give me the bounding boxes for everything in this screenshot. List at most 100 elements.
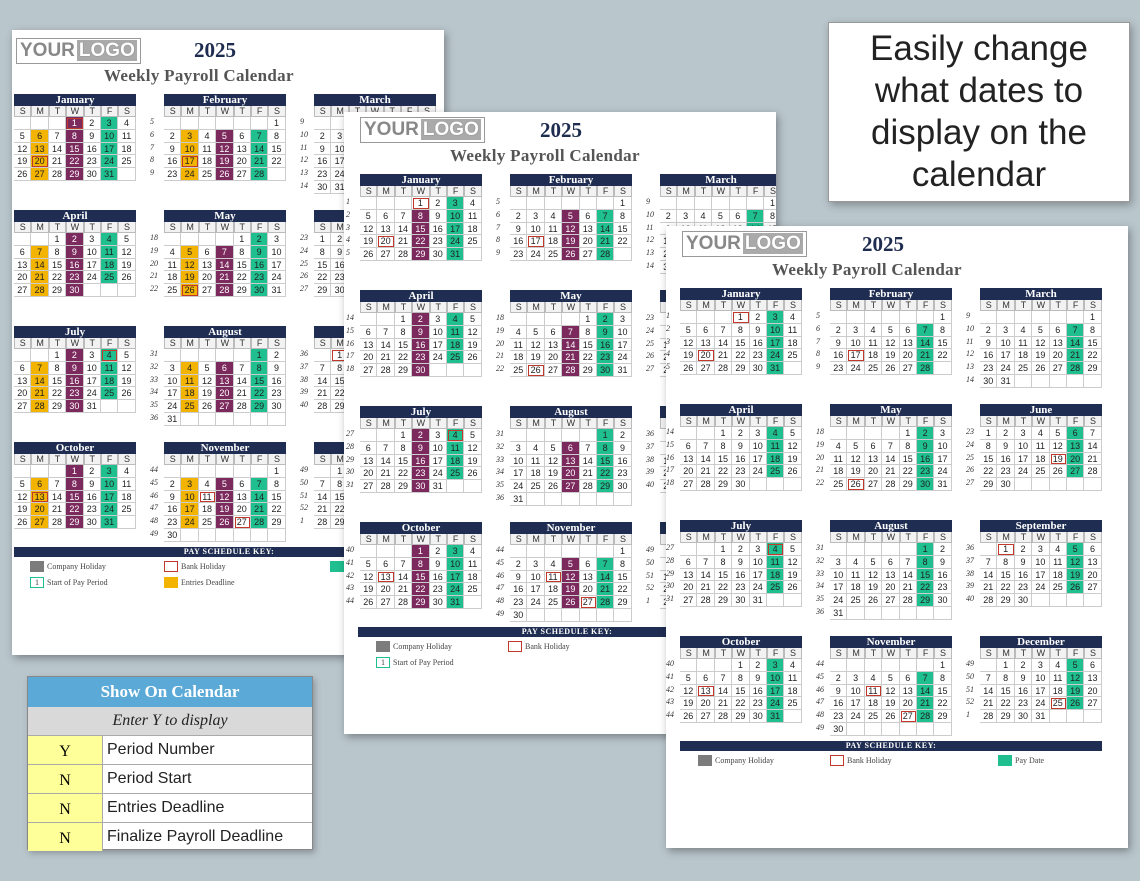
month-august: August S M T W T F S 1 2 3 4 5 6 7 8 9 10 11 12 13 14 15 16 17 18… bbox=[150, 326, 286, 426]
day-cell: 8 bbox=[394, 441, 413, 455]
day-cell: 6 bbox=[680, 439, 698, 453]
day-cell: 20 bbox=[233, 155, 251, 169]
weekday-header: T bbox=[429, 534, 447, 545]
day-cell: 31 bbox=[100, 168, 119, 181]
day-cell: 8 bbox=[732, 671, 750, 685]
day-cell: 9 bbox=[412, 325, 430, 339]
day-cell: 19 bbox=[784, 568, 802, 582]
day-cell: 2 bbox=[660, 209, 678, 223]
day-cell: 18 bbox=[118, 490, 136, 504]
day-cell: 11 bbox=[198, 142, 217, 156]
day-cell: 9 bbox=[510, 570, 528, 584]
day-cell: 27 bbox=[680, 594, 698, 607]
day-cell: 12 bbox=[360, 570, 378, 584]
day-cell: 26 bbox=[464, 467, 482, 481]
day-cell: 10 bbox=[429, 441, 447, 455]
day-cell: 11 bbox=[864, 336, 883, 350]
day-cell: 23 bbox=[749, 349, 767, 363]
weekday-header: M bbox=[527, 534, 545, 545]
period-number: 45 bbox=[150, 477, 158, 487]
day-cell: 9 bbox=[749, 671, 767, 685]
day-cell: 14 bbox=[31, 374, 49, 388]
day-cell: 13 bbox=[697, 336, 715, 350]
day-cell: 3 bbox=[847, 323, 865, 337]
month-november: November S M T W T F S 1 2 3 4 5 6 7 8 9 10 11 12 13 14 15 16 17… bbox=[496, 522, 632, 622]
day-cell: 9 bbox=[164, 490, 182, 504]
day-cell: 4 bbox=[446, 313, 465, 326]
day-cell: 30 bbox=[749, 362, 767, 375]
period-number: 9 bbox=[966, 311, 970, 320]
month-october: October S M T W T F S 1 2 3 4 5 6 7 8 9 10 11 12 13 14 15 16 17 1… bbox=[346, 522, 482, 609]
option-value-input[interactable]: N bbox=[28, 823, 103, 851]
empty-cell bbox=[544, 429, 563, 442]
day-cell: 11 bbox=[181, 374, 199, 388]
empty-cell bbox=[899, 722, 917, 736]
weekday-header: M bbox=[377, 418, 395, 429]
day-cell: 22 bbox=[48, 387, 67, 401]
period-number: 23 bbox=[300, 233, 308, 242]
option-value-input[interactable]: N bbox=[28, 794, 103, 822]
day-cell: 5 bbox=[882, 323, 900, 337]
day-cell: 18 bbox=[766, 568, 785, 582]
day-cell: 27 bbox=[216, 400, 234, 413]
red-outline-swatch-icon bbox=[508, 641, 522, 652]
period-number: 36 bbox=[816, 607, 824, 616]
day-cell: 18 bbox=[864, 697, 883, 711]
month-name: June bbox=[980, 404, 1102, 416]
empty-cell bbox=[544, 492, 563, 506]
day-cell: 19 bbox=[1066, 684, 1085, 698]
day-cell: 15 bbox=[997, 568, 1015, 582]
day-cell: 30 bbox=[83, 516, 101, 529]
day-cell: 11 bbox=[784, 323, 802, 337]
period-number: 16 bbox=[666, 452, 674, 462]
day-cell: 25 bbox=[847, 594, 865, 607]
day-cell: 25 bbox=[510, 364, 528, 377]
day-cell: 10 bbox=[934, 439, 952, 453]
weekday-header: W bbox=[882, 648, 900, 659]
day-cell: 13 bbox=[562, 454, 580, 468]
day-cell: 25 bbox=[766, 581, 785, 595]
option-value-input[interactable]: N bbox=[28, 765, 103, 793]
day-cell: 23 bbox=[164, 516, 182, 529]
period-number: 1 bbox=[646, 596, 650, 606]
day-cell: 11 bbox=[544, 222, 563, 236]
day-cell: 11 bbox=[1049, 671, 1067, 685]
month-name: April bbox=[680, 404, 802, 416]
day-cell: 20 bbox=[14, 387, 32, 401]
day-cell: 27 bbox=[579, 248, 597, 261]
day-cell: 6 bbox=[31, 477, 49, 491]
day-cell: 25 bbox=[544, 596, 563, 609]
day-cell: 31 bbox=[614, 364, 632, 377]
day-cell: 16 bbox=[412, 454, 430, 468]
weekday-header: M bbox=[697, 300, 715, 311]
option-value-input[interactable]: Y bbox=[28, 736, 103, 764]
day-cell: 8 bbox=[614, 209, 632, 223]
day-cell: 21 bbox=[250, 503, 269, 517]
day-cell: 4 bbox=[118, 117, 136, 130]
day-cell: 14 bbox=[714, 684, 733, 698]
weekday-header: S bbox=[1084, 300, 1102, 311]
day-cell: 17 bbox=[181, 155, 199, 169]
day-cell: 21 bbox=[579, 467, 597, 481]
day-cell: 21 bbox=[714, 349, 733, 363]
empty-cell bbox=[1084, 478, 1102, 491]
day-cell: 26 bbox=[680, 710, 698, 723]
month-name: March bbox=[980, 288, 1102, 300]
day-cell: 3 bbox=[677, 209, 695, 223]
empty-cell bbox=[164, 465, 182, 478]
period-number: 39 bbox=[966, 581, 974, 591]
day-cell: 17 bbox=[83, 374, 101, 388]
day-cell: 15 bbox=[934, 684, 952, 698]
day-cell: 21 bbox=[697, 465, 715, 479]
day-cell: 12 bbox=[216, 490, 234, 504]
day-cell: 4 bbox=[1032, 427, 1050, 440]
day-cell: 29 bbox=[916, 594, 935, 607]
day-cell: 20 bbox=[562, 467, 580, 481]
day-cell: 2 bbox=[1014, 543, 1033, 556]
day-cell: 4 bbox=[1014, 323, 1033, 337]
day-cell: 19 bbox=[680, 349, 698, 363]
day-cell: 8 bbox=[997, 671, 1015, 685]
day-cell: 6 bbox=[544, 325, 563, 339]
period-number: 49 bbox=[646, 545, 654, 554]
weekday-header: M bbox=[997, 300, 1015, 311]
